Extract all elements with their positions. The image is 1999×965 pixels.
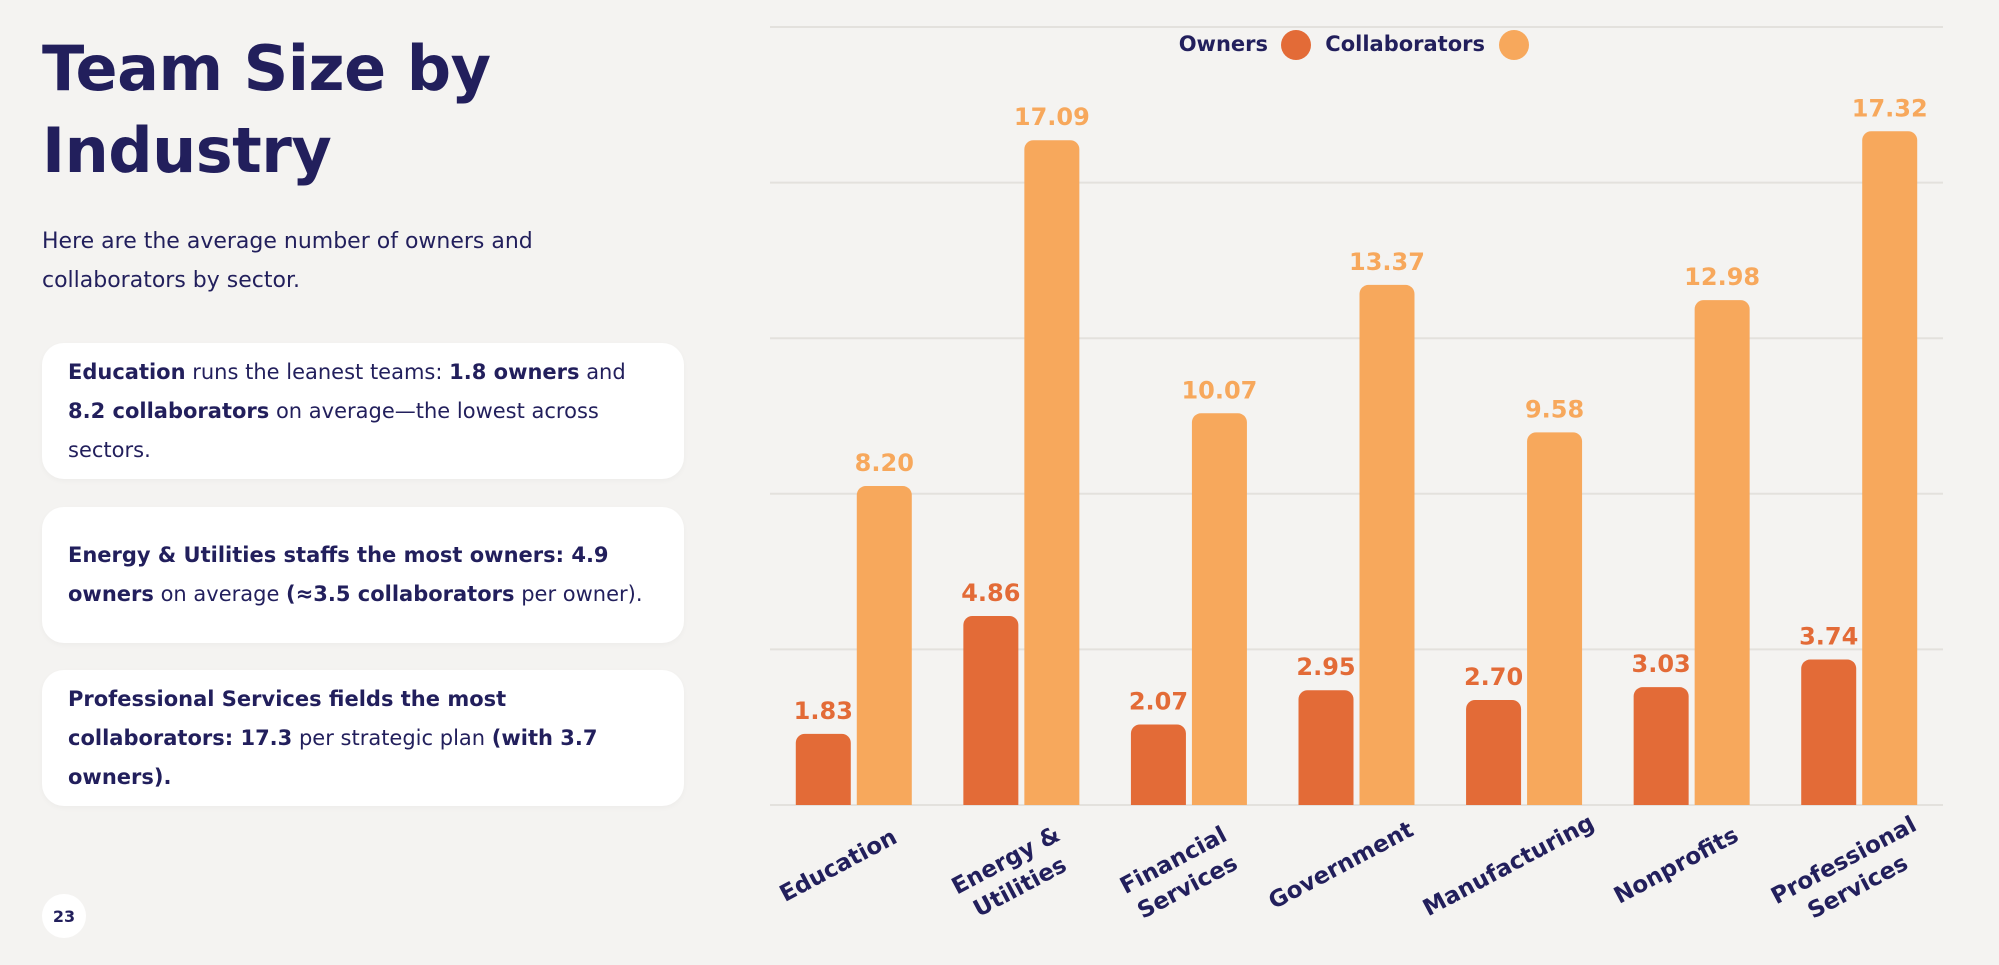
insight-emphasis: Energy & Utilities staffs the most owner… — [68, 543, 609, 606]
x-tick-line: Nonprofits — [1610, 822, 1743, 909]
bar-owners — [1801, 659, 1857, 805]
gridlines — [770, 26, 1943, 806]
insight-emphasis: Professional Services fields the most co… — [68, 686, 507, 750]
insight-segment: on average—the lowest across sectors. — [68, 398, 599, 462]
bar-collaborators — [1527, 432, 1583, 805]
insight-segment: and — [579, 359, 626, 384]
x-tick-label: Nonprofits — [1610, 822, 1743, 909]
insight-emphasis: 1.8 owners — [449, 359, 580, 384]
legend-label: Collaborators — [1325, 32, 1485, 56]
data-label-owners: 3.03 — [1632, 650, 1691, 678]
bars — [795, 131, 1918, 805]
data-label-collaborators: 13.37 — [1349, 248, 1425, 276]
insight-text: Education runs the leanest teams: 1.8 ow… — [68, 353, 658, 470]
x-tick-label: FinancialServices — [1116, 822, 1245, 926]
page-number: 23 — [42, 894, 86, 938]
insight-card-energy: Energy & Utilities staffs the most owner… — [42, 507, 684, 643]
insight-segment: runs the leanest teams: — [185, 359, 450, 384]
data-label-owners: 2.07 — [1129, 687, 1188, 715]
bar-collaborators — [1359, 284, 1415, 805]
bar-owners — [963, 615, 1019, 805]
bar-collaborators — [1862, 131, 1918, 805]
bar-collaborators — [1694, 300, 1750, 805]
data-label-owners: 4.86 — [961, 579, 1020, 607]
data-labels: 1.83 8.20 4.86 17.09 2.07 10.07 2.95 13.37 2.70 9… — [794, 94, 1928, 725]
bar-collaborators — [856, 486, 912, 805]
data-label-collaborators: 17.09 — [1014, 103, 1090, 131]
bar-owners — [1466, 699, 1522, 805]
data-label-owners: 2.95 — [1296, 653, 1355, 681]
insight-segment: per strategic plan — [292, 725, 492, 750]
bar-owners — [1633, 687, 1689, 805]
insight-emphasis: (with 3.7 owners). — [68, 725, 598, 789]
bar-owners — [795, 733, 851, 805]
x-tick-labels: Education Energy &Utilities FinancialServi… — [776, 810, 1935, 937]
legend-swatch — [1499, 30, 1529, 60]
x-tick-line: Manufacturing — [1419, 810, 1599, 922]
page-title: Team Size by Industry — [42, 32, 491, 187]
bar-owners — [1130, 724, 1186, 805]
data-label-owners: 3.74 — [1799, 623, 1858, 651]
insight-segment: on average — [153, 582, 287, 606]
x-tick-label: Government — [1265, 817, 1418, 915]
data-label-owners: 1.83 — [794, 697, 853, 725]
data-label-owners: 2.70 — [1464, 663, 1523, 691]
insight-card-education: Education runs the leanest teams: 1.8 ow… — [42, 343, 684, 479]
x-tick-line: Government — [1265, 817, 1418, 915]
page-subtitle: Here are the average number of owners an… — [42, 229, 533, 293]
insight-text: Professional Services fields the most co… — [68, 680, 658, 797]
insight-segment: per owner). — [514, 582, 643, 606]
data-label-collaborators: 10.07 — [1181, 376, 1257, 404]
data-label-collaborators: 17.32 — [1852, 94, 1928, 122]
insight-text: Energy & Utilities staffs the most owner… — [68, 536, 658, 614]
legend: Owners Collaborators — [1179, 30, 1529, 60]
x-tick-label: Education — [776, 824, 902, 907]
bar-owners — [1298, 690, 1354, 805]
legend-label: Owners — [1179, 32, 1268, 56]
data-label-collaborators: 9.58 — [1525, 395, 1584, 423]
insight-emphasis: (≈3.5 collaborators — [286, 582, 515, 606]
x-tick-label: Energy &Utilities — [948, 822, 1079, 927]
data-label-collaborators: 8.20 — [855, 449, 914, 477]
bar-collaborators — [1191, 413, 1247, 805]
legend-swatch — [1281, 30, 1311, 60]
insight-emphasis: 8.2 collaborators — [68, 398, 270, 423]
x-tick-label: ProfessionalServices — [1767, 812, 1935, 937]
insight-emphasis: Education — [68, 359, 186, 384]
x-tick-label: Manufacturing — [1419, 810, 1599, 922]
insight-card-professional: Professional Services fields the most co… — [42, 670, 684, 806]
bar-collaborators — [1024, 140, 1080, 805]
x-tick-line: Education — [776, 824, 902, 907]
data-label-collaborators: 12.98 — [1684, 263, 1760, 291]
